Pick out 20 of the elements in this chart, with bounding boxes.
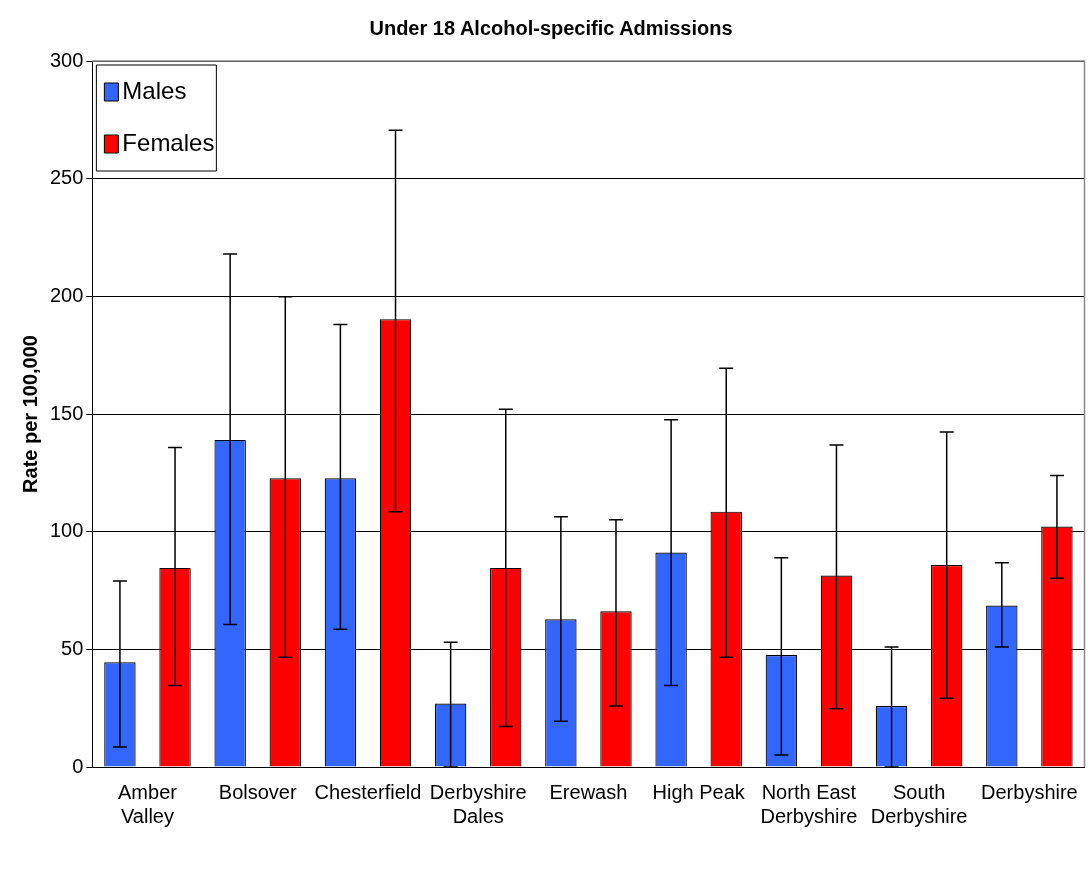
y-axis-title: Rate per 100,000 xyxy=(18,335,41,493)
x-tick-label: Bolsover xyxy=(218,780,297,803)
chart-title: Under 18 Alcohol-specific Admissions xyxy=(369,16,733,39)
y-tick-label: 50 xyxy=(61,636,84,659)
y-tick-label: 150 xyxy=(49,401,84,424)
x-tick-label: Amber Valley xyxy=(118,780,178,827)
legend-label: Females xyxy=(122,128,215,156)
y-tick-label: 300 xyxy=(49,48,84,71)
y-tick-label: 250 xyxy=(49,166,84,189)
x-tick-label: Chesterfield xyxy=(314,780,422,803)
x-tick-label: High Peak xyxy=(652,780,746,803)
y-tick-label: 0 xyxy=(72,754,84,777)
x-tick-label: Derbyshire Dales xyxy=(429,780,527,827)
y-tick-label: 100 xyxy=(49,519,84,542)
x-tick-label: South Derbyshire xyxy=(870,780,968,827)
legend-label: Males xyxy=(122,76,187,104)
x-tick-label: Derbyshire xyxy=(981,780,1078,803)
x-tick-label: North East Derbyshire xyxy=(760,780,858,827)
x-tick-label: Erewash xyxy=(549,780,628,803)
y-tick-label: 200 xyxy=(49,283,84,306)
